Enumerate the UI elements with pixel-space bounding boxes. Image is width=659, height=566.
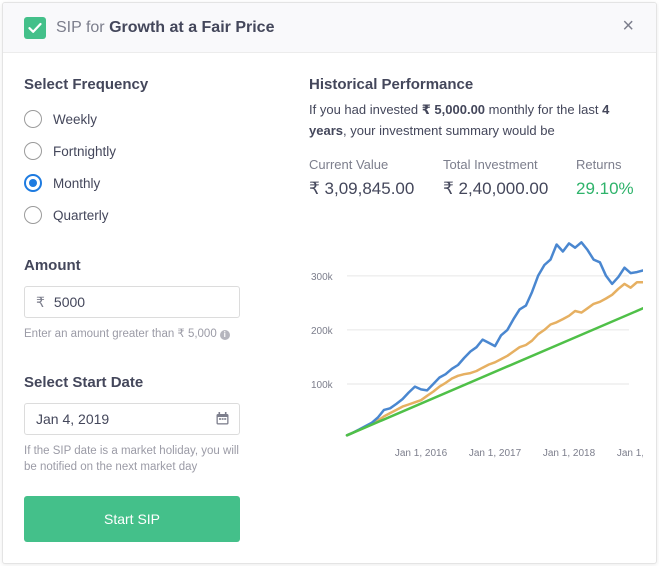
desc-suffix: , your investment summary would be bbox=[342, 123, 555, 138]
radio-weekly[interactable]: Weekly bbox=[24, 109, 97, 129]
radio-button[interactable] bbox=[24, 206, 42, 224]
start-date-value[interactable]: Jan 4, 2019 bbox=[36, 411, 110, 427]
radio-quarterly[interactable]: Quarterly bbox=[24, 205, 109, 225]
y-tick-label: 200k bbox=[311, 326, 334, 337]
performance-chart: 100k 200k 300k Jan 1, 2016 Jan 1, 2017 Jan 1,… bbox=[311, 241, 643, 459]
modal-title: SIP for Growth at a Fair Price bbox=[56, 19, 274, 37]
start-date-hint: If the SIP date is a market holiday, you… bbox=[24, 445, 239, 473]
radio-button[interactable] bbox=[24, 110, 42, 128]
amount-input[interactable]: ₹ 5000 bbox=[24, 286, 240, 318]
radio-button[interactable] bbox=[24, 142, 42, 160]
current-value: ₹ 3,09,845.00 bbox=[309, 179, 415, 198]
series-line-0 bbox=[345, 241, 643, 437]
radio-label: Quarterly bbox=[53, 207, 109, 223]
total-investment-label: Total Investment bbox=[443, 157, 538, 172]
x-tick-label: Jan 1, 2017 bbox=[469, 448, 522, 459]
calendar-icon[interactable] bbox=[216, 412, 229, 430]
returns-value: 29.10% bbox=[576, 179, 634, 198]
radio-monthly[interactable]: Monthly bbox=[24, 173, 100, 193]
radio-fortnightly[interactable]: Fortnightly bbox=[24, 141, 116, 161]
desc-prefix: If you had invested bbox=[309, 102, 419, 117]
current-value-label: Current Value bbox=[309, 157, 389, 172]
desc-middle: monthly for the last bbox=[488, 102, 599, 117]
frequency-title: Select Frequency bbox=[24, 76, 149, 93]
x-tick-label: Jan 1, 2018 bbox=[543, 448, 596, 459]
x-tick-label: Jan 1, 2019 bbox=[617, 448, 643, 459]
performance-title: Historical Performance bbox=[309, 76, 474, 93]
rupee-icon: ₹ bbox=[36, 293, 45, 310]
amount-hint-text: Enter an amount greater than ₹ 5,000 bbox=[24, 328, 217, 340]
total-investment: ₹ 2,40,000.00 bbox=[443, 179, 549, 198]
desc-years: 4 years bbox=[309, 102, 610, 138]
title-prefix: SIP for bbox=[56, 19, 105, 36]
checkbox-icon bbox=[24, 17, 46, 39]
radio-button-selected[interactable] bbox=[24, 174, 42, 192]
series-line-2 bbox=[345, 307, 643, 437]
y-tick-label: 100k bbox=[311, 380, 334, 391]
y-tick-label: 300k bbox=[311, 272, 334, 283]
radio-label: Monthly bbox=[53, 175, 101, 191]
radio-label: Fortnightly bbox=[53, 143, 117, 159]
performance-description: If you had invested ₹ 5,000.00 monthly f… bbox=[309, 99, 639, 141]
desc-amount: ₹ 5,000.00 bbox=[421, 102, 486, 117]
start-date-title: Select Start Date bbox=[24, 374, 144, 391]
start-sip-button[interactable]: Start SIP bbox=[24, 496, 240, 542]
info-icon[interactable]: i bbox=[219, 330, 230, 340]
amount-value[interactable]: 5000 bbox=[53, 294, 86, 310]
close-icon[interactable]: × bbox=[622, 15, 634, 37]
fund-name: Growth at a Fair Price bbox=[109, 19, 275, 36]
amount-title: Amount bbox=[24, 257, 81, 274]
series-line-1 bbox=[345, 281, 643, 437]
returns-label: Returns bbox=[576, 157, 622, 172]
start-date-input[interactable]: Jan 4, 2019 bbox=[24, 403, 240, 435]
radio-label: Weekly bbox=[53, 111, 98, 127]
x-tick-label: Jan 1, 2016 bbox=[395, 448, 448, 459]
modal-header: SIP for Growth at a Fair Price × bbox=[3, 3, 656, 53]
amount-hint: Enter an amount greater than ₹ 5,000 i bbox=[24, 326, 230, 342]
